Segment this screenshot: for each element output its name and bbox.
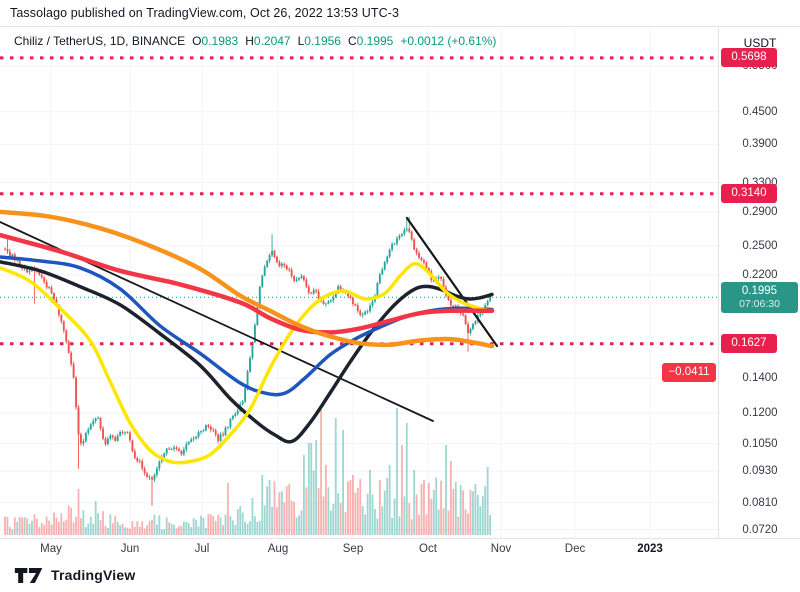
time-label: May — [40, 543, 62, 555]
price-tick: 0.1050 — [742, 437, 778, 450]
price-tick: 0.2200 — [742, 268, 778, 281]
level-lines-layer — [0, 56, 718, 346]
ohlc-close-value: 0.1995 — [356, 34, 394, 48]
symbol-title[interactable]: Chiliz / TetherUS, 1D, BINANCE — [14, 34, 186, 48]
ohlc-open-value: 0.1983 — [201, 34, 239, 48]
axis-currency-label: USDT — [743, 36, 777, 50]
time-label: Aug — [267, 543, 289, 555]
time-label: Nov — [490, 543, 512, 555]
grid-layer — [0, 28, 718, 538]
brand-name[interactable]: TradingView — [51, 567, 136, 583]
ohlc-open-label: O — [192, 34, 202, 48]
ohlc-high-label: H — [245, 34, 254, 48]
symbol-legend: Chiliz / TetherUS, 1D, BINANCE O0.1983 H0.… — [14, 34, 496, 48]
bar-countdown: 07:06:30 — [739, 297, 780, 310]
level-badge-mid: 0.3140 — [721, 184, 777, 204]
current-price-badge: 0.1995 07:06:30 — [721, 281, 798, 313]
ma-orange — [0, 209, 495, 349]
price-tick: 0.0720 — [742, 523, 778, 536]
price-tick: 0.3900 — [742, 138, 778, 151]
moving-averages-layer — [0, 209, 495, 465]
ma-yellow — [0, 262, 492, 465]
price-chart-canvas[interactable] — [0, 28, 718, 538]
price-tick: 0.0930 — [742, 465, 778, 478]
ohlc-close-label: C — [347, 34, 357, 48]
price-tick: 0.4500 — [742, 105, 778, 118]
price-tick: 0.1200 — [742, 407, 778, 420]
level-badge-high: 0.5698 — [721, 48, 777, 68]
time-label: Oct — [419, 543, 437, 555]
price-tick: 0.2900 — [742, 205, 778, 218]
price-tick: 0.2500 — [742, 239, 778, 252]
time-axis[interactable]: May Jun Jul Aug Sep Oct Nov Dec 2023 — [0, 538, 800, 559]
footer: TradingView — [0, 558, 800, 592]
ohlc-low-value: 0.1956 — [304, 34, 341, 48]
current-price-value: 0.1995 — [741, 284, 778, 297]
ohlc-low-label: L — [297, 34, 305, 48]
ohlc-high-value: 0.2047 — [253, 34, 291, 48]
candles-layer — [4, 216, 492, 506]
price-tick: 0.0810 — [742, 496, 778, 509]
time-label: 2023 — [637, 543, 663, 555]
legend-change: +0.0012 (+0.61%) — [400, 34, 497, 48]
trendlines-layer — [0, 216, 499, 422]
time-label: Jul — [194, 543, 210, 555]
publish-header: Tassolago published on TradingView.com, … — [0, 0, 800, 27]
tradingview-logo-icon[interactable] — [14, 566, 44, 585]
volume-layer — [4, 408, 491, 535]
time-label: Sep — [342, 543, 364, 555]
publish-info: Tassolago published on TradingView.com, … — [10, 6, 400, 20]
price-delta-badge: −0.0411 — [662, 362, 716, 382]
level-badge-low: 0.1627 — [721, 334, 777, 354]
time-label: Jun — [120, 543, 140, 555]
chart-container[interactable]: Chiliz / TetherUS, 1D, BINANCE O0.1983 H0.… — [0, 28, 800, 559]
price-tick: 0.1400 — [742, 372, 778, 384]
time-label: Dec — [564, 543, 586, 555]
ma-red — [0, 232, 495, 335]
